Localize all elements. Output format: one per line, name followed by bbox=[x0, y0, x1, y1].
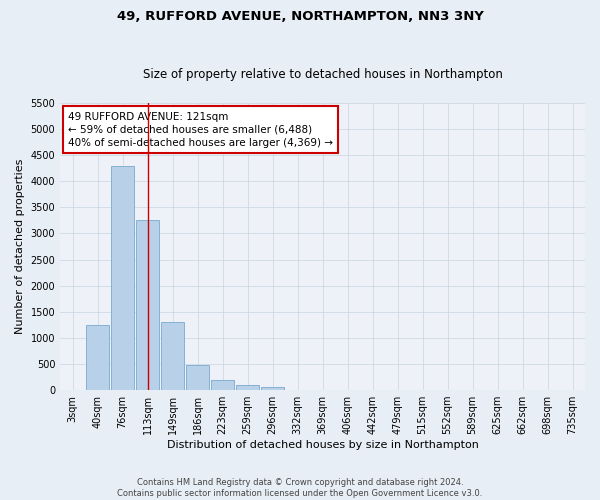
Bar bbox=[86, 325, 109, 390]
Bar bbox=[136, 220, 159, 390]
Bar bbox=[236, 385, 259, 390]
Text: 49 RUFFORD AVENUE: 121sqm
← 59% of detached houses are smaller (6,488)
40% of se: 49 RUFFORD AVENUE: 121sqm ← 59% of detac… bbox=[68, 112, 333, 148]
Y-axis label: Number of detached properties: Number of detached properties bbox=[15, 159, 25, 334]
Text: Contains HM Land Registry data © Crown copyright and database right 2024.
Contai: Contains HM Land Registry data © Crown c… bbox=[118, 478, 482, 498]
Bar bbox=[112, 166, 134, 390]
Bar bbox=[161, 322, 184, 390]
X-axis label: Distribution of detached houses by size in Northampton: Distribution of detached houses by size … bbox=[167, 440, 479, 450]
Bar bbox=[262, 386, 284, 390]
Bar bbox=[187, 365, 209, 390]
Text: 49, RUFFORD AVENUE, NORTHAMPTON, NN3 3NY: 49, RUFFORD AVENUE, NORTHAMPTON, NN3 3NY bbox=[116, 10, 484, 23]
Bar bbox=[211, 380, 234, 390]
Title: Size of property relative to detached houses in Northampton: Size of property relative to detached ho… bbox=[143, 68, 503, 81]
